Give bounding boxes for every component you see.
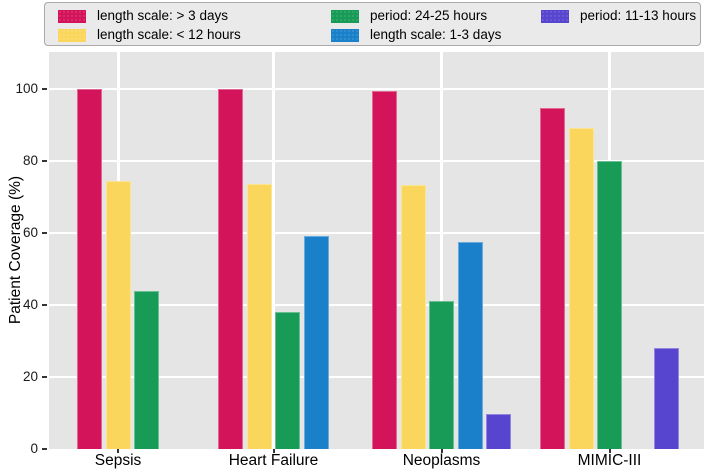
x-axis-ticks (49, 449, 704, 454)
x-category-label: Neoplasms (402, 452, 481, 469)
x-category-label: Sepsis (94, 452, 142, 469)
gridline-vertical (272, 52, 275, 449)
y-tick-mark (42, 376, 47, 378)
legend-swatch (331, 28, 359, 42)
y-axis-ticks: 0 20 40 60 80 100 (0, 52, 49, 456)
bar (77, 89, 102, 449)
bar (568, 127, 594, 449)
y-tick-label: 100 (15, 81, 38, 96)
y-tick-mark (42, 160, 47, 162)
bar (540, 107, 565, 449)
y-tick-label: 0 (30, 441, 38, 456)
legend-swatch (58, 9, 86, 23)
bar (246, 184, 272, 449)
bar (486, 413, 511, 449)
x-tick-mark (440, 449, 443, 453)
y-tick-label: 20 (22, 369, 38, 384)
x-tick-mark (117, 449, 119, 453)
bar (303, 235, 329, 449)
legend-label: length scale: 1-3 days (370, 27, 502, 42)
x-tick-mark (608, 449, 611, 453)
y-tick-label: 80 (22, 153, 38, 168)
bar (275, 312, 301, 449)
legend-item: length scale: > 3 days (58, 8, 241, 24)
y-tick-label: 60 (22, 225, 38, 240)
legend-item: length scale: 1-3 days (331, 27, 501, 43)
legend-label: period: 24-25 hours (370, 8, 488, 23)
legend-item: period: 24-25 hours (331, 8, 501, 24)
legend-column: period: 24-25 hours length scale: 1-3 day… (331, 8, 501, 43)
legend-swatch (331, 9, 359, 23)
y-tick-label: 40 (22, 297, 38, 312)
bar (597, 161, 622, 449)
legend-label: length scale: > 3 days (97, 8, 228, 23)
x-category-label: Heart Failure (228, 452, 319, 469)
bar (218, 89, 244, 449)
y-tick-mark (42, 232, 47, 234)
gridline-horizontal (49, 88, 704, 90)
y-tick-mark (42, 304, 47, 306)
bar (457, 241, 483, 449)
legend-item: length scale: < 12 hours (58, 27, 241, 43)
chart-legend: length scale: > 3 days length scale: < 12… (44, 2, 701, 46)
legend-swatch (541, 9, 569, 23)
bar (372, 90, 397, 449)
bar (429, 300, 454, 449)
bar (105, 180, 131, 449)
legend-label: length scale: < 12 hours (97, 27, 241, 42)
bar (400, 185, 426, 449)
legend-swatch (58, 28, 86, 42)
bar (134, 290, 159, 449)
x-tick-mark (272, 449, 275, 453)
x-axis-labels: Sepsis Heart Failure Neoplasms MIMIC-III (49, 452, 704, 471)
x-category-label: MIMIC-III (577, 452, 642, 469)
legend-column: period: 11-13 hours (541, 8, 696, 24)
legend-label: period: 11-13 hours (580, 8, 697, 23)
gridline-vertical (440, 52, 443, 449)
plot-area (49, 52, 704, 449)
legend-item: period: 11-13 hours (541, 8, 696, 24)
legend-column: length scale: > 3 days length scale: < 12… (58, 8, 241, 43)
y-tick-mark (42, 448, 47, 450)
y-tick-mark (42, 88, 47, 90)
bar (654, 348, 679, 449)
